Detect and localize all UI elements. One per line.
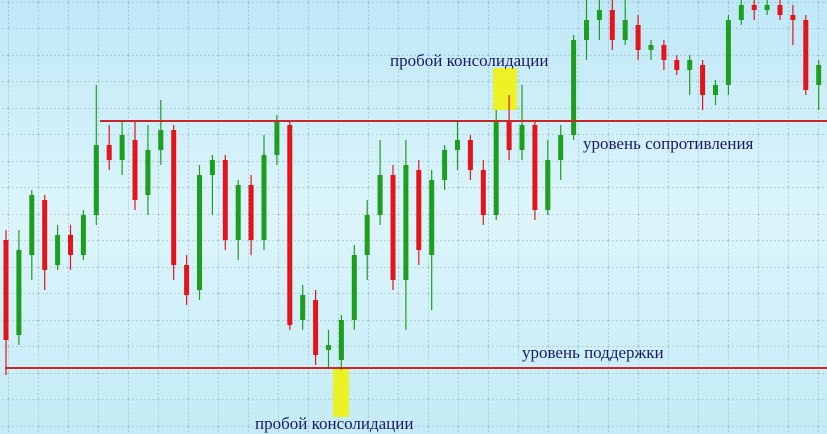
candle-body <box>106 145 112 160</box>
candle-body <box>519 125 525 150</box>
candle-body <box>571 40 577 135</box>
candle-body <box>184 265 190 295</box>
candle-body <box>764 5 770 10</box>
candle-body <box>661 45 667 60</box>
candle-body <box>377 175 383 215</box>
candle-body <box>790 15 796 20</box>
candle-body <box>93 145 99 215</box>
candle-body <box>287 125 293 325</box>
candle-body <box>506 120 512 150</box>
level-label: уровень сопротивления <box>583 134 754 153</box>
candle-body <box>29 195 35 255</box>
annotation: пробой консолидации <box>255 414 413 433</box>
candle-body <box>403 165 409 280</box>
candle-body <box>209 160 215 175</box>
candle-body <box>235 185 241 240</box>
level-label: уровень поддержки <box>522 343 664 362</box>
candle-body <box>584 20 589 40</box>
candle-body <box>145 150 151 195</box>
candle-body <box>713 85 718 95</box>
candle-body <box>480 170 486 215</box>
candle-body <box>222 160 228 240</box>
candle-body <box>300 295 306 320</box>
candle-body <box>545 160 551 210</box>
candle-body <box>751 5 757 10</box>
candle-body <box>274 120 280 155</box>
candle-body <box>248 185 254 240</box>
candle-body <box>416 170 422 250</box>
candle-body <box>725 20 731 85</box>
candle-body <box>467 140 473 170</box>
candle-body <box>16 250 22 335</box>
highlight <box>493 68 517 110</box>
candle-body <box>635 25 641 50</box>
candle-body <box>390 175 396 280</box>
candle-body <box>455 140 460 150</box>
candle-body <box>158 130 164 150</box>
candle-body <box>558 135 564 160</box>
candle-body <box>622 20 628 40</box>
candle-body <box>674 60 680 70</box>
candle-body <box>171 130 177 265</box>
candle-body <box>700 65 706 95</box>
candle-body <box>442 150 448 180</box>
candle-body <box>55 235 61 265</box>
candle-body <box>429 180 435 255</box>
candle-body <box>777 5 783 15</box>
candle-body <box>261 155 267 240</box>
candle-body <box>313 300 319 355</box>
candle-body <box>648 45 654 50</box>
candle-body <box>3 240 9 340</box>
candle-body <box>326 345 331 350</box>
annotation: пробой консолидации <box>390 51 548 70</box>
candle-body <box>596 10 602 20</box>
candle-body <box>338 320 344 360</box>
candle-body <box>68 235 73 255</box>
candle-body <box>132 140 138 200</box>
candle-body <box>197 175 202 290</box>
highlight <box>333 368 349 417</box>
candle-body <box>803 20 809 90</box>
candle-body <box>738 5 744 20</box>
candle-body <box>816 65 822 85</box>
candle-body <box>42 200 48 270</box>
candle-body <box>80 215 86 255</box>
candle-body <box>609 10 615 40</box>
candle-body <box>687 60 693 70</box>
candle-body <box>532 125 538 210</box>
candle-body <box>493 120 499 215</box>
candle-body <box>364 215 370 255</box>
candle-body <box>119 135 125 160</box>
candle-body <box>351 255 357 320</box>
